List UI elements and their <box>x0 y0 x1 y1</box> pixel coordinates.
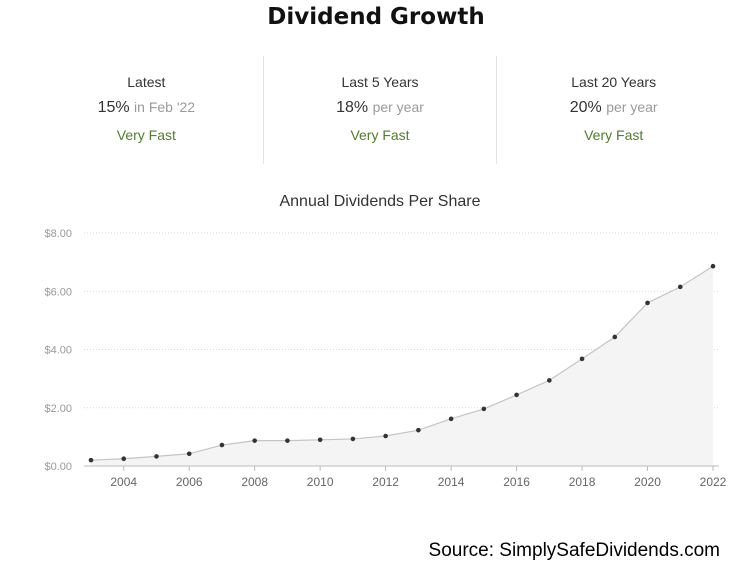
x-tick-label: 2022 <box>700 475 727 489</box>
dividends-chart: $0.00 $2.00 $4.00 $6.00 $8.00 2004 2006 2008 201… <box>44 228 727 489</box>
chart-title: Annual Dividends Per Share <box>279 193 481 210</box>
series-line <box>90 265 714 461</box>
stat-suffix: per year <box>606 99 658 115</box>
stat-value-row: 18% per year <box>264 99 497 117</box>
x-tick-label: 2018 <box>569 475 596 489</box>
y-tick-label: $0.00 <box>44 461 72 473</box>
x-tick-label: 2012 <box>372 475 399 489</box>
data-point <box>481 406 487 412</box>
x-tick-label: 2014 <box>438 475 465 489</box>
stat-value: 15% <box>97 99 130 116</box>
data-point <box>285 438 290 443</box>
data-point <box>579 356 585 362</box>
y-tick-label: $8.00 <box>44 228 72 240</box>
x-tick-label: 2004 <box>110 475 137 489</box>
data-point <box>383 433 388 439</box>
stat-latest: Latest 15% in Feb '22 Very Fast <box>30 56 263 164</box>
stat-rating: Very Fast <box>116 127 176 143</box>
data-point <box>88 457 94 463</box>
data-point <box>710 263 716 269</box>
source-note: Source: SimplySafeDividends.com <box>428 540 720 561</box>
stat-value: 20% <box>569 99 602 116</box>
x-tick-label: 2010 <box>307 475 334 489</box>
page-title: Dividend Growth <box>267 4 485 30</box>
data-point <box>186 451 192 457</box>
stat-suffix: in Feb '22 <box>134 99 196 115</box>
data-point <box>514 392 519 398</box>
data-point <box>350 436 356 442</box>
y-tick-label: $6.00 <box>44 286 72 298</box>
stat-last-5-years: Last 5 Years 18% per year Very Fast <box>262 56 497 164</box>
stat-value-row: 15% in Feb '22 <box>30 99 263 117</box>
data-point <box>121 456 127 462</box>
stat-value-row: 20% per year <box>497 99 730 117</box>
data-point <box>317 437 323 443</box>
data-point <box>448 416 454 422</box>
stat-label: Last 5 Years <box>341 74 419 90</box>
stat-label: Latest <box>127 74 166 90</box>
stat-value: 18% <box>336 99 369 116</box>
x-tick-label: 2020 <box>634 475 661 489</box>
stat-rating: Very Fast <box>350 127 410 143</box>
stat-last-20-years: Last 20 Years 20% per year Very Fast <box>496 56 730 164</box>
y-tick-label: $2.00 <box>44 403 72 415</box>
stat-label: Last 20 Years <box>571 74 657 90</box>
stat-rating: Very Fast <box>584 127 644 143</box>
data-point <box>645 300 650 306</box>
x-tick-label: 2006 <box>176 475 203 489</box>
data-point <box>416 427 421 433</box>
data-point <box>219 442 225 448</box>
data-point <box>252 438 257 443</box>
x-tick-label: 2008 <box>241 475 268 489</box>
x-tick-label: 2016 <box>503 475 530 489</box>
data-point <box>677 284 683 290</box>
stat-suffix: per year <box>372 99 424 115</box>
area-fill <box>91 266 713 466</box>
data-point <box>612 334 618 340</box>
y-tick-label: $4.00 <box>44 345 72 357</box>
data-point <box>154 454 159 459</box>
dividend-growth-stats: Latest 15% in Feb '22 Very Fast Last 5 Y… <box>30 56 730 164</box>
data-point <box>547 378 552 383</box>
